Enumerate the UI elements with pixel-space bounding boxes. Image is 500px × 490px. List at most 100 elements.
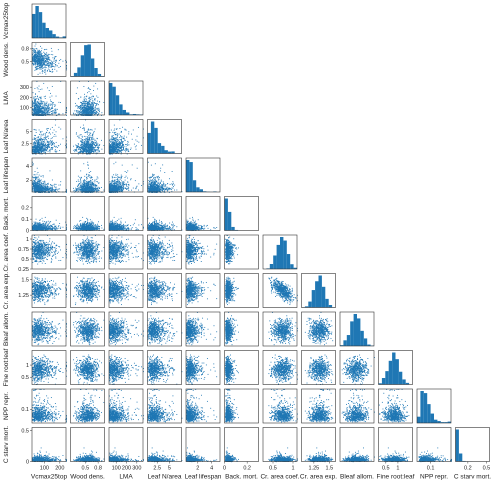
scatter-point	[127, 144, 128, 145]
scatter-point	[49, 142, 50, 143]
scatter-point	[48, 66, 49, 67]
scatter-point	[42, 108, 43, 109]
scatter-point	[40, 131, 41, 132]
scatter-point	[49, 71, 50, 72]
scatter-point	[83, 125, 84, 126]
scatter-point	[52, 54, 53, 55]
scatter-point	[115, 151, 116, 152]
scatter-point	[39, 65, 40, 66]
scatter-point	[40, 103, 41, 104]
scatter-point	[54, 63, 55, 64]
scatter-point	[38, 172, 39, 173]
scatter-point	[48, 54, 49, 55]
hist-bar	[123, 110, 126, 115]
scatter-point	[42, 151, 43, 152]
scatter-point	[43, 71, 44, 72]
scatter-point	[47, 65, 48, 66]
scatter-point	[89, 146, 90, 147]
scatter-point	[128, 142, 129, 143]
scatter-point	[44, 70, 45, 71]
scatter-point	[89, 108, 90, 109]
scatter-point	[120, 135, 121, 136]
scatter-point	[111, 146, 112, 147]
scatter-point	[93, 105, 94, 106]
scatter-point	[33, 102, 34, 103]
scatter-point	[52, 143, 53, 144]
scatter-point	[47, 56, 48, 57]
scatter-point	[86, 140, 87, 141]
hist-bar	[74, 73, 77, 77]
scatter-point	[131, 148, 132, 149]
scatter-point	[45, 60, 46, 61]
scatter-point	[83, 107, 84, 108]
scatter-point	[43, 109, 44, 110]
scatter-point	[38, 50, 39, 51]
scatter-point	[81, 148, 82, 149]
scatter-point	[91, 149, 92, 150]
hist-bar	[158, 143, 161, 153]
scatter-point	[80, 149, 81, 150]
scatter-point	[41, 143, 42, 144]
scatter-point	[114, 129, 115, 130]
scatter-point	[34, 145, 35, 146]
scatter-point	[114, 130, 115, 131]
scatter-point	[36, 113, 37, 114]
scatter-point	[38, 142, 39, 143]
scatter-point	[40, 104, 41, 105]
scatter-point	[42, 70, 43, 71]
scatter-point	[89, 103, 90, 104]
scatter-point	[84, 130, 85, 131]
scatter-point	[48, 62, 49, 63]
scatter-point	[91, 103, 92, 104]
scatter-point	[55, 65, 56, 66]
scatter-point	[74, 151, 75, 152]
scatter-point	[97, 101, 98, 102]
scatter-point	[120, 148, 121, 149]
scatter-point	[45, 54, 46, 55]
scatter-point	[51, 96, 52, 97]
scatter-point	[96, 96, 97, 97]
scatter-point	[34, 108, 35, 109]
scatter-point	[58, 145, 59, 146]
scatter-point	[39, 147, 40, 148]
scatter-point	[86, 113, 87, 114]
scatter-point	[50, 62, 51, 63]
scatter-point	[40, 51, 41, 52]
scatter-point	[41, 50, 42, 51]
scatter-point	[78, 152, 79, 153]
scatter-point	[35, 150, 36, 151]
scatter-point	[91, 112, 92, 113]
scatter-point	[39, 134, 40, 135]
hist-bar	[112, 87, 115, 115]
scatter-point	[47, 59, 48, 60]
scatter-point	[58, 67, 59, 68]
scatter-point	[36, 48, 37, 49]
scatter-point	[52, 140, 53, 141]
scatter-point	[81, 144, 82, 145]
scatter-point	[40, 57, 41, 58]
scatter-point	[36, 54, 37, 55]
scatter-point	[81, 102, 82, 103]
scatter-point	[47, 108, 48, 109]
scatter-point	[57, 109, 58, 110]
scatter-point	[43, 83, 44, 84]
scatter-point	[93, 106, 94, 107]
scatter-point	[39, 105, 40, 106]
scatter-point	[48, 151, 49, 152]
scatter-point	[88, 142, 89, 143]
scatter-point	[110, 139, 111, 140]
scatter-point	[121, 132, 122, 133]
scatter-point	[54, 106, 55, 107]
scatter-point	[36, 111, 37, 112]
scatter-point	[56, 131, 57, 132]
scatter-point	[52, 86, 53, 87]
scatter-point	[35, 107, 36, 108]
scatter-point	[55, 62, 56, 63]
scatter-point	[35, 149, 36, 150]
scatter-point	[50, 170, 51, 171]
scatter-point	[121, 147, 122, 148]
scatter-point	[39, 175, 40, 176]
scatter-point	[52, 185, 53, 186]
scatter-point	[98, 104, 99, 105]
scatter-point	[113, 151, 114, 152]
